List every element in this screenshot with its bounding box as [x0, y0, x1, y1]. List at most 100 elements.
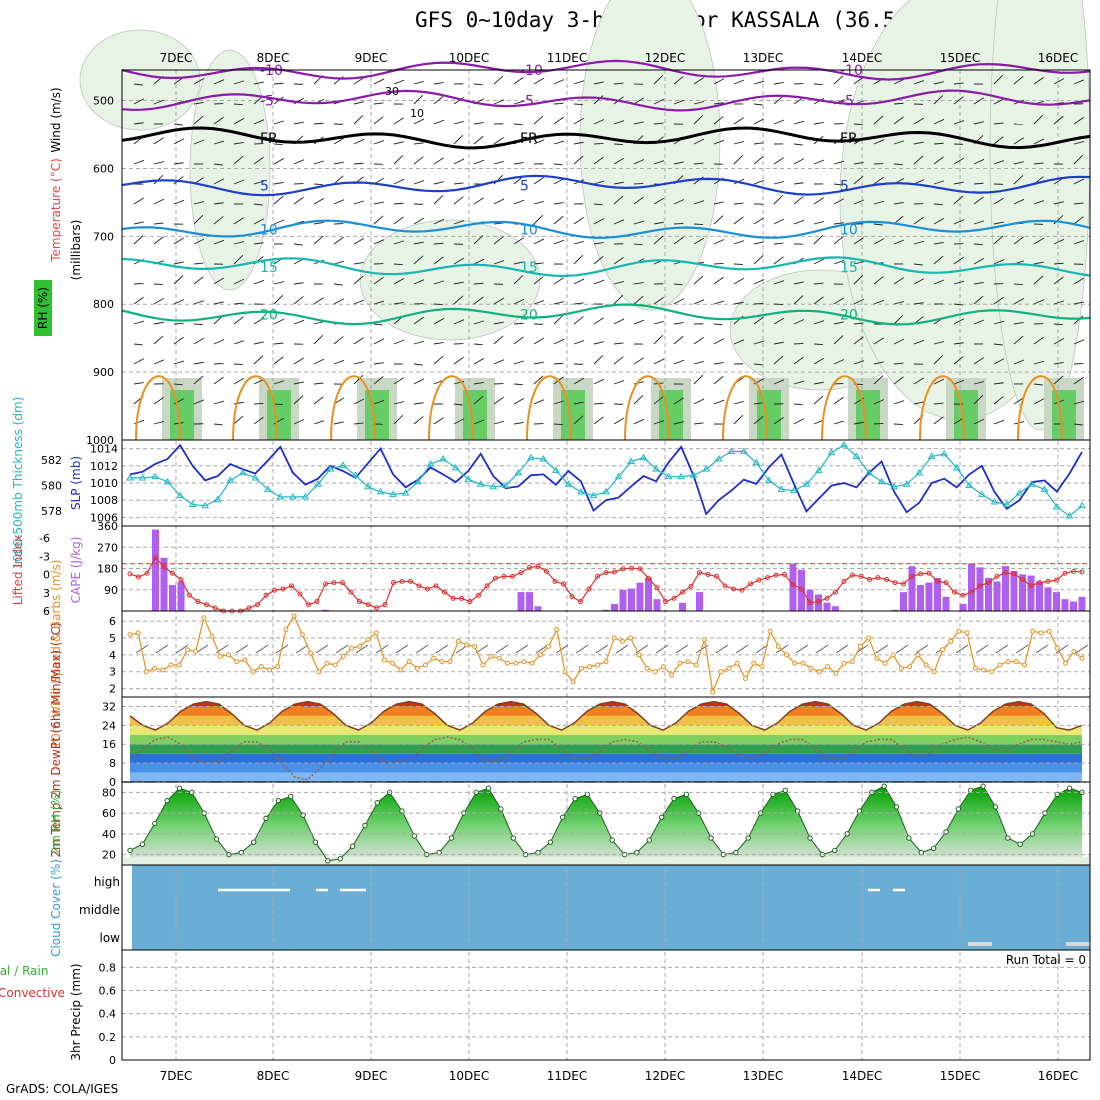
lifted-index-point: [518, 570, 524, 576]
wind-speed-point: [496, 655, 502, 661]
rh-point: [634, 849, 640, 856]
wind-barb: [253, 355, 264, 365]
lifted-index-point: [408, 578, 413, 584]
rh-point: [374, 800, 380, 806]
wind-barb: [453, 257, 465, 265]
wind-barb: [533, 262, 544, 265]
rh-point: [164, 797, 170, 804]
rh-point: [399, 808, 405, 814]
wind-barb: [953, 303, 963, 306]
wind-barb: [413, 255, 424, 265]
wind-speed-point: [258, 664, 264, 670]
wind-barb: [193, 201, 204, 205]
wind-barb: [313, 160, 325, 165]
lifted-index-point: [994, 573, 1000, 579]
wind-barb: [533, 238, 545, 245]
wind-barb: [873, 176, 884, 185]
wind-barb: [633, 418, 645, 425]
wind-speed-point: [611, 635, 617, 641]
thickness-point: [451, 463, 460, 471]
wind-barb: [513, 100, 525, 105]
wind-barb: [333, 336, 344, 345]
wind-barb: [973, 158, 985, 165]
thickness-point: [852, 452, 861, 459]
rh-shade-area: [579, 0, 721, 311]
wind-speed-point: [923, 662, 929, 668]
wind-speed-point: [882, 660, 888, 666]
instability-contour: [624, 375, 670, 441]
wind-barb: [893, 201, 904, 205]
wind-barb: [473, 258, 485, 265]
wind-barb: [493, 396, 504, 405]
wind-barb: [513, 261, 524, 265]
wind-barb: [273, 294, 284, 305]
wind-speed-point: [989, 669, 995, 675]
wind-barb: [513, 237, 524, 245]
wind-barb: [613, 157, 625, 165]
wind-barb: [973, 243, 983, 246]
thickness-point: [351, 471, 360, 478]
wind-barb: [453, 97, 464, 105]
precip-tick-label: 0.8: [99, 961, 117, 974]
wind-barb: [293, 121, 304, 125]
wind-barb: [593, 317, 604, 325]
wind-speed-point: [972, 665, 978, 671]
wind-barb: [353, 337, 364, 345]
wind-barb: [693, 114, 704, 125]
wind-barb: [433, 355, 444, 365]
wind-barb: [1033, 114, 1044, 125]
wind-barb: [873, 422, 884, 425]
wind-barb: [313, 122, 324, 125]
wind-barb: [673, 236, 684, 245]
wind-barb: [733, 400, 745, 405]
wind-speed-point: [209, 633, 215, 639]
wind-speed-point: [759, 664, 765, 670]
wind-barb: [373, 102, 384, 105]
cape-bar: [1053, 592, 1060, 611]
wind-barb: [393, 117, 404, 125]
thickness-point: [790, 486, 798, 494]
wind-speed-point: [242, 657, 248, 663]
wind-barb: [853, 421, 864, 425]
thickness-point: [664, 472, 673, 480]
wind-speed-point: [357, 643, 363, 649]
wind-speed-point: [964, 630, 970, 636]
wind-barb: [753, 402, 764, 405]
wind-barb: [413, 180, 425, 185]
rh-point: [832, 847, 838, 854]
thickness-point: [614, 472, 623, 480]
wind-barb: [133, 343, 143, 346]
wind-speed-point: [841, 660, 847, 666]
wind-barb: [193, 276, 204, 285]
rh-point: [152, 820, 158, 827]
wind-barb: [653, 160, 665, 165]
slp-axis-label: SLP (mb): [69, 456, 83, 510]
wind-barb: [653, 334, 664, 345]
wind-barb: [813, 320, 825, 325]
wind-barb: [233, 155, 244, 165]
cape-bar: [679, 602, 686, 611]
lifted-index-point: [629, 565, 634, 571]
wind-barb: [973, 357, 984, 365]
wind-barb: [753, 302, 764, 305]
thickness-point: [514, 468, 523, 476]
wind-barb: [993, 343, 1003, 346]
lifted-index-point: [348, 589, 354, 595]
wind-barb: [933, 81, 944, 85]
wind-barb: [893, 376, 904, 385]
wind-barb: [313, 321, 324, 325]
wind-barb: [893, 277, 904, 285]
thickness-tick-label: 580: [41, 480, 62, 493]
pressure-tick-label: 900: [93, 366, 114, 379]
wind-barb: [293, 282, 304, 285]
wind-barb: [393, 339, 405, 345]
wind-barb: [813, 343, 823, 345]
thickness-point: [339, 461, 347, 468]
wind-barb: [473, 159, 485, 165]
wind-barb: [533, 300, 545, 305]
wind-barb: [533, 139, 545, 145]
thickness-point: [727, 447, 736, 454]
wind-barb: [493, 137, 504, 145]
wind-barb-10m: [335, 644, 349, 654]
wind-barb: [413, 340, 425, 345]
